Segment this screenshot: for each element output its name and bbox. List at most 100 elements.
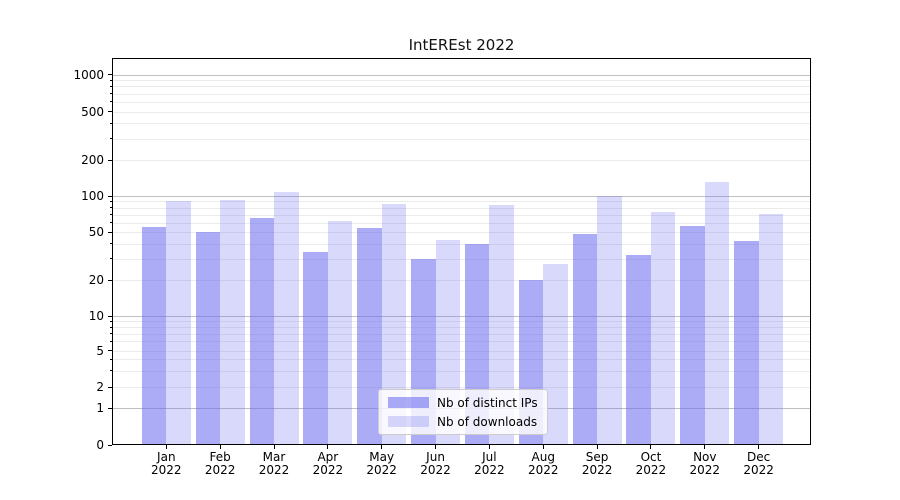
y-tick-label: 200 xyxy=(81,153,104,167)
x-tick-label-year: 2022 xyxy=(258,463,290,477)
y-tick xyxy=(108,74,112,75)
gridline-major xyxy=(112,316,811,317)
x-tick-label-month: Feb xyxy=(209,450,231,464)
gridline-minor xyxy=(112,201,811,203)
y-minor-tick xyxy=(109,231,112,233)
legend-swatch-downloads xyxy=(388,416,429,427)
y-minor-tick xyxy=(109,386,112,388)
y-tick-label: 1 xyxy=(96,401,104,415)
x-tick-label-month: Jun xyxy=(426,450,445,464)
x-tick-label-year: 2022 xyxy=(420,463,451,477)
y-tick-label: 20 xyxy=(88,273,104,287)
x-tick-label-year: 2022 xyxy=(366,463,397,477)
y-minor-tick xyxy=(109,101,112,103)
legend-row-downloads: Nb of downloads xyxy=(388,415,538,429)
x-tick-label-year: 2022 xyxy=(689,463,721,477)
plot-area: Nb of distinct IPs Nb of downloads xyxy=(112,58,811,445)
x-tick xyxy=(165,445,167,449)
x-tick xyxy=(488,445,490,449)
y-minor-tick xyxy=(109,111,112,112)
y-minor-tick xyxy=(109,85,112,87)
y-tick xyxy=(108,195,112,197)
legend-row-distinct-ips: Nb of distinct IPs xyxy=(388,396,538,410)
x-tick xyxy=(381,445,383,449)
x-tick-label-year: 2022 xyxy=(151,463,182,477)
y-minor-tick xyxy=(109,320,112,322)
bar-downloads-apr xyxy=(327,220,353,445)
gridline-minor xyxy=(112,123,811,125)
y-minor-tick xyxy=(109,93,112,95)
gridline-minor xyxy=(112,86,811,88)
bar-downloads-feb xyxy=(220,200,245,445)
y-tick xyxy=(108,444,112,446)
gridline-major xyxy=(112,74,811,76)
y-minor-tick xyxy=(109,258,112,260)
x-tick-label-year: 2022 xyxy=(581,463,613,477)
y-tick xyxy=(108,315,112,317)
bar-distinct-ips-oct xyxy=(626,255,651,445)
x-tick-label-year: 2022 xyxy=(204,463,236,477)
y-tick-label: 10 xyxy=(88,309,104,323)
gridline-minor xyxy=(112,359,811,361)
gridline-minor xyxy=(112,111,811,113)
y-minor-tick xyxy=(109,159,112,161)
x-tick xyxy=(435,445,437,449)
y-minor-tick xyxy=(109,279,112,281)
x-tick-label-month: Sep xyxy=(585,450,609,464)
y-minor-tick xyxy=(109,207,112,209)
y-minor-tick xyxy=(109,340,112,342)
x-tick-label-year: 2022 xyxy=(312,463,344,477)
gridline-minor xyxy=(112,93,811,95)
y-minor-tick xyxy=(109,350,112,351)
x-tick xyxy=(327,445,329,449)
gridline-minor xyxy=(112,258,811,260)
gridline-minor xyxy=(112,341,811,343)
bar-distinct-ips-mar xyxy=(249,217,274,445)
gridline-minor xyxy=(112,350,811,352)
y-tick-label: 50 xyxy=(88,225,104,239)
y-minor-tick xyxy=(109,222,112,224)
gridline-minor xyxy=(112,214,811,216)
x-tick xyxy=(596,445,598,449)
gridline-minor xyxy=(112,160,811,161)
y-minor-tick xyxy=(109,333,112,335)
y-minor-tick xyxy=(109,122,112,124)
x-tick xyxy=(219,445,221,449)
gridline-minor xyxy=(112,370,811,372)
x-tick-label-year: 2022 xyxy=(527,463,559,477)
x-tick-label-month: Dec xyxy=(747,450,771,464)
gridline-minor xyxy=(112,101,811,103)
y-tick-label: 2 xyxy=(96,380,104,394)
x-tick-label-month: Oct xyxy=(640,450,662,464)
x-tick xyxy=(650,445,652,449)
y-minor-tick xyxy=(109,358,112,360)
bar-downloads-sep xyxy=(597,196,622,445)
gridline-minor xyxy=(112,138,811,140)
y-minor-tick xyxy=(109,138,112,140)
x-tick-label-month: Aug xyxy=(531,450,555,464)
x-tick-label-month: May xyxy=(369,450,395,464)
x-tick-label-month: Nov xyxy=(693,450,717,464)
bar-downloads-oct xyxy=(650,211,676,445)
legend: Nb of distinct IPs Nb of downloads xyxy=(378,389,548,435)
bar-downloads-jan xyxy=(166,201,191,445)
legend-swatch-distinct-ips xyxy=(388,397,429,408)
chart-title: IntEREst 2022 xyxy=(408,36,515,54)
gridline-major xyxy=(112,196,811,197)
gridline-minor xyxy=(112,222,811,224)
y-minor-tick xyxy=(109,214,112,216)
y-minor-tick xyxy=(109,370,112,372)
x-tick-label-year: 2022 xyxy=(743,463,774,477)
y-tick-label: 0 xyxy=(96,438,104,452)
y-minor-tick xyxy=(109,79,112,81)
gridline-minor xyxy=(112,327,811,329)
gridline-minor xyxy=(112,333,811,335)
x-tick-label-month: Jul xyxy=(482,450,497,464)
bar-downloads-mar xyxy=(274,192,299,445)
bar-distinct-ips-feb xyxy=(195,232,221,445)
x-tick-label-month: Mar xyxy=(262,450,286,464)
x-tick xyxy=(273,445,275,449)
legend-label-downloads: Nb of downloads xyxy=(437,414,538,429)
x-tick xyxy=(704,445,706,449)
